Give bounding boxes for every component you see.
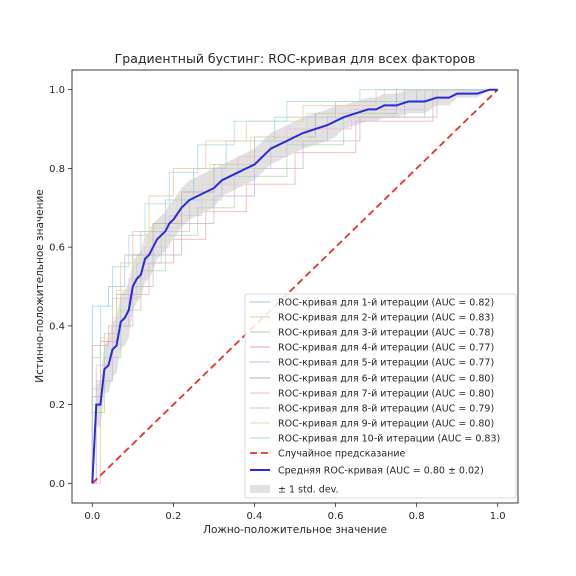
legend-label: ROC-кривая для 3-й итерации (AUC = 0.78)	[278, 328, 494, 339]
y-tick-label: 1.0	[49, 85, 65, 96]
legend-label: Случайное предсказание	[278, 449, 406, 460]
x-tick-label: 0.6	[328, 511, 344, 522]
x-axis-label: Ложно-положительное значение	[203, 524, 387, 536]
legend-label: ROC-кривая для 5-й итерации (AUC = 0.77)	[278, 358, 494, 369]
legend-label: Средняя ROC-кривая (AUC = 0.80 ± 0.02)	[278, 466, 484, 477]
chart-title: Градиентный бустинг: ROC-кривая для всех…	[115, 51, 476, 66]
y-tick-label: 0.2	[49, 400, 65, 411]
x-tick-label: 1.0	[490, 511, 506, 522]
legend-swatch-band	[250, 485, 270, 493]
y-tick-label: 0.4	[49, 321, 65, 332]
legend-label: ROC-кривая для 6-й итерации (AUC = 0.80)	[278, 374, 494, 385]
y-tick-label: 0.8	[49, 164, 65, 175]
y-tick-label: 0.6	[49, 243, 65, 254]
legend-label: ROC-кривая для 8-й итерации (AUC = 0.79)	[278, 404, 494, 415]
x-tick-label: 0.8	[409, 511, 425, 522]
x-tick-label: 0.2	[165, 511, 181, 522]
legend-label: ROC-кривая для 10-й итерации (AUC = 0.83…	[278, 434, 500, 445]
y-tick-label: 0.0	[49, 479, 65, 490]
legend-label: ROC-кривая для 1-й итерации (AUC = 0.82)	[278, 298, 494, 309]
legend: ROC-кривая для 1-й итерации (AUC = 0.82)…	[245, 294, 516, 498]
x-tick-label: 0.4	[247, 511, 263, 522]
legend-label: ± 1 std. dev.	[278, 485, 339, 496]
y-axis-label: Истинно-положительное значение	[34, 189, 46, 382]
legend-label: ROC-кривая для 9-й итерации (AUC = 0.80)	[278, 419, 494, 430]
legend-label: ROC-кривая для 4-й итерации (AUC = 0.77)	[278, 343, 494, 354]
x-tick-label: 0.0	[84, 511, 100, 522]
legend-label: ROC-кривая для 2-й итерации (AUC = 0.83)	[278, 313, 494, 324]
legend-label: ROC-кривая для 7-й итерации (AUC = 0.80)	[278, 389, 494, 400]
